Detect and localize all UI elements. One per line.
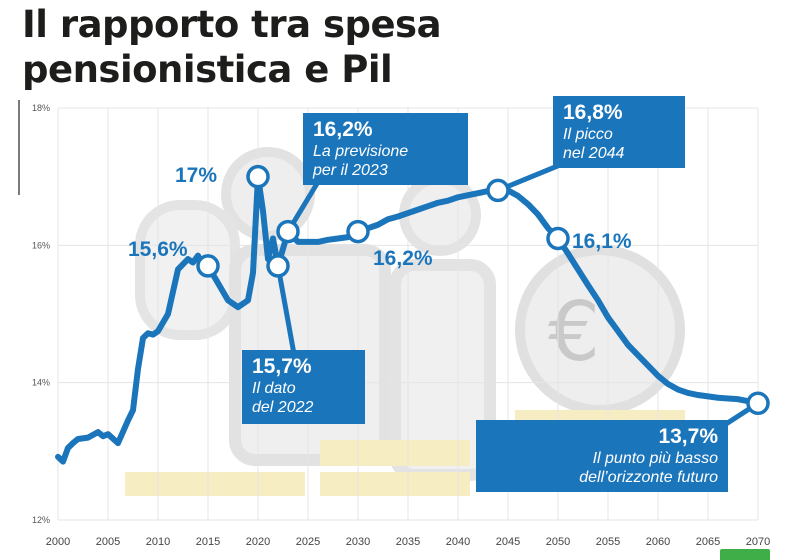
chart-title-line-1: Il rapporto tra spesa xyxy=(22,3,442,46)
y-tick-label: 14% xyxy=(32,378,50,388)
chart-title-line-2: pensionistica e Pil xyxy=(22,48,393,91)
x-tick-label: 2060 xyxy=(646,536,670,548)
callout-peak-2044-note-1: Il picco xyxy=(563,126,613,143)
x-tick-label: 2045 xyxy=(496,536,520,548)
callout-minimum-2070-note-1: Il punto più basso xyxy=(592,450,718,467)
callout-minimum-2070: 13,7% Il punto più basso dell’orizzonte … xyxy=(476,420,728,492)
callout-data-2022-value: 15,7% xyxy=(252,355,312,378)
y-tick-label: 16% xyxy=(32,240,50,250)
x-tick-label: 2010 xyxy=(146,536,170,548)
point-marker xyxy=(276,219,300,244)
callout-minimum-2070-note-2: dell’orizzonte futuro xyxy=(579,469,718,486)
callout-data-2022-note-2: del 2022 xyxy=(252,399,314,416)
y-axis: 12% 14% 16% 18% xyxy=(32,103,50,525)
label-2015: 15,6% xyxy=(128,238,188,261)
source-logo-strip xyxy=(720,549,770,560)
x-tick-label: 2025 xyxy=(296,536,320,548)
left-rule-decoration xyxy=(18,100,20,195)
x-axis: 2000 2005 2010 2015 2020 2025 2030 2035 2040 2045… xyxy=(46,536,770,548)
y-tick-label: 12% xyxy=(32,515,50,525)
label-2030: 16,2% xyxy=(373,247,433,270)
callout-data-2022-note-1: Il dato xyxy=(252,380,296,397)
euro-sign-icon: € xyxy=(548,285,600,380)
x-tick-label: 2040 xyxy=(446,536,470,548)
callout-forecast-2023-value: 16,2% xyxy=(313,118,373,141)
x-tick-label: 2055 xyxy=(596,536,620,548)
point-marker xyxy=(746,391,770,416)
callout-forecast-2023: 16,2% La previsione per il 2023 xyxy=(303,113,468,185)
x-tick-label: 2030 xyxy=(346,536,370,548)
callout-peak-2044-value: 16,8% xyxy=(563,101,623,124)
point-marker xyxy=(486,178,510,203)
point-marker xyxy=(346,219,370,244)
x-tick-label: 2065 xyxy=(696,536,720,548)
x-tick-label: 2020 xyxy=(246,536,270,548)
point-marker xyxy=(196,254,220,278)
callout-minimum-2070-value: 13,7% xyxy=(658,425,718,448)
callout-data-2022: 15,7% Il dato del 2022 xyxy=(242,350,365,424)
label-2050: 16,1% xyxy=(572,230,632,253)
point-marker xyxy=(246,164,270,189)
callout-leader xyxy=(275,265,297,355)
label-2020: 17% xyxy=(175,164,218,187)
chart-grid xyxy=(57,107,759,521)
x-tick-label: 2005 xyxy=(96,536,120,548)
x-tick-label: 2035 xyxy=(396,536,420,548)
point-marker xyxy=(546,226,570,251)
callout-peak-2044: 16,8% Il picco nel 2044 xyxy=(553,96,685,168)
chart-title: Il rapporto tra spesa pensionistica e Pi… xyxy=(22,2,442,92)
callout-forecast-2023-note-2: per il 2023 xyxy=(313,162,388,179)
y-tick-label: 18% xyxy=(32,103,50,113)
x-tick-label: 2050 xyxy=(546,536,570,548)
point-marker xyxy=(266,254,290,278)
callout-forecast-2023-note-1: La previsione xyxy=(313,143,409,160)
x-tick-label: 2000 xyxy=(46,536,70,548)
x-tick-label: 2015 xyxy=(196,536,220,548)
highlighted-points xyxy=(196,164,770,416)
x-tick-label: 2070 xyxy=(746,536,770,548)
callout-peak-2044-note-2: nel 2044 xyxy=(563,145,625,162)
